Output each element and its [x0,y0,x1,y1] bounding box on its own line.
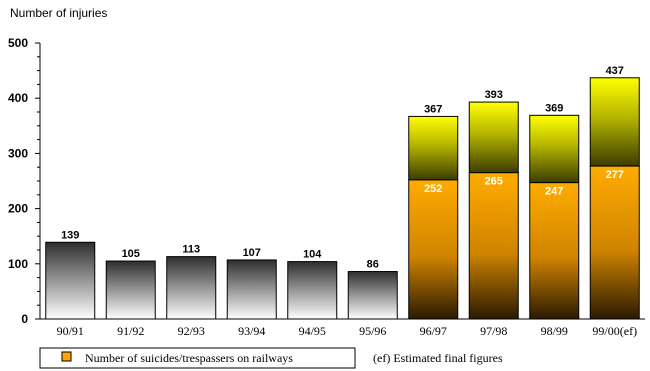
bar-total [45,241,96,320]
x-tick-label: 90/91 [57,324,84,338]
x-tick-label: 92/93 [178,324,205,338]
bar-suicides-segment [589,165,640,320]
x-tick-label: 96/97 [420,324,447,338]
y-tick-label: 200 [8,202,28,216]
bar-total [105,260,156,320]
bar-total-value-label: 86 [367,259,379,271]
y-tick-label: 0 [21,312,28,326]
x-tick-label: 95/96 [359,324,386,338]
x-tick-label: 99/00(ef) [592,324,637,338]
bar-total-segment [589,77,640,167]
bar-total-segment [468,101,519,174]
y-tick-label: 300 [8,146,28,160]
bar-total [166,256,217,320]
bar-suicides-value-label: 265 [485,176,503,188]
bar-suicides-segment [408,179,459,320]
bar-suicides-segment [529,182,580,320]
bar-total-value-label: 104 [303,249,322,261]
bar-total-value-label: 367 [424,103,442,115]
bar-total-value-label: 437 [606,65,624,77]
x-axis-labels: 90/91 91/92 92/93 93/94 94/95 95/96 96/97 97/98… [57,324,638,338]
bar-total-segment [408,115,459,181]
bar-suicides-value-label: 277 [606,169,624,181]
bar-suicides-value-label: 252 [424,183,442,195]
bar-total-value-label: 107 [243,247,261,259]
y-axis-label: Number of injuries [10,6,107,20]
bar-total-value-label: 393 [485,89,503,101]
bar-suicides-value-label: 247 [545,186,563,198]
bar-total-value-label: 369 [545,102,563,114]
x-tick-label: 98/99 [541,324,568,338]
y-axis-ticks: 0 100 200 300 400 500 [8,36,40,326]
y-tick-label: 100 [8,257,28,271]
legend-swatch [61,351,72,362]
bar-suicides-segment [468,172,519,320]
y-tick-label: 400 [8,91,28,105]
bar-total-value-label: 113 [182,244,200,256]
legend-note: (ef) Estimated final figures [373,351,503,365]
y-tick-label: 500 [8,36,28,50]
bar-total-value-label: 139 [61,229,79,241]
x-tick-label: 93/94 [238,324,265,338]
legend-box [39,347,356,369]
legend: Number of suicides/trespassers on railwa… [39,347,503,369]
x-tick-label: 91/92 [117,324,144,338]
legend-label: Number of suicides/trespassers on railwa… [85,351,293,365]
bar-total [287,261,338,320]
bar-total-value-label: 105 [122,248,140,260]
bar-total-segment [529,114,580,184]
bar-total [347,271,398,320]
bars: 139 105 113 107 104 86 252 367 265 393 247 369 277 43… [45,65,640,320]
x-tick-label: 97/98 [480,324,507,338]
x-tick-label: 94/95 [299,324,326,338]
bar-total [226,259,277,320]
